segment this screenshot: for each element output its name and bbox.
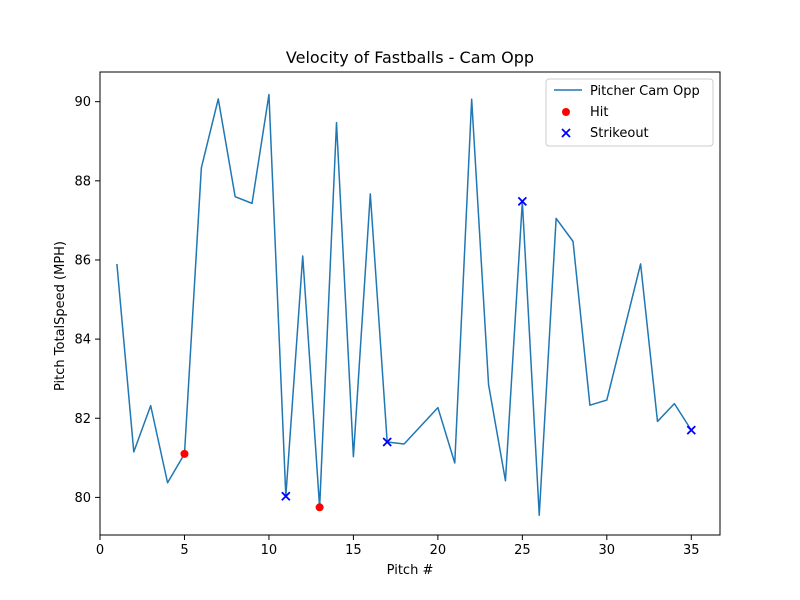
x-tick-label: 20 <box>430 543 447 558</box>
x-tick-label: 5 <box>180 543 188 558</box>
x-tick-label: 35 <box>683 543 700 558</box>
strikeout-point <box>686 425 696 435</box>
legend: Pitcher Cam Opp Hit Strikeout <box>545 78 714 147</box>
plot-area: 0 5 10 15 20 25 30 35 80 82 84 86 88 90 <box>74 71 721 558</box>
legend-label: Pitcher Cam Opp <box>590 84 700 99</box>
legend-entry: Hit <box>562 105 608 120</box>
x-tick-label: 25 <box>514 543 531 558</box>
legend-hit-swatch <box>562 108 570 116</box>
y-tick-label: 82 <box>74 412 91 427</box>
y-tick-label: 86 <box>74 253 91 268</box>
x-tick-label: 10 <box>261 543 278 558</box>
legend-entry: Strikeout <box>561 126 649 141</box>
x-tick-label: 0 <box>96 543 104 558</box>
hit-point <box>180 449 189 458</box>
x-tick-label: 15 <box>345 543 362 558</box>
strikeout-point <box>281 491 291 501</box>
y-tick-label: 80 <box>74 491 91 506</box>
legend-label: Strikeout <box>590 126 649 141</box>
chart-title: Velocity of Fastballs - Cam Opp <box>286 48 534 67</box>
strikeout-point <box>382 437 392 447</box>
y-tick-label: 90 <box>74 95 91 110</box>
x-axis-label: Pitch # <box>387 563 434 578</box>
y-axis-label: Pitch TotalSpeed (MPH) <box>53 241 68 391</box>
axes-frame <box>99 71 721 536</box>
legend-strikeout-swatch <box>561 128 571 138</box>
legend-label: Hit <box>590 105 608 120</box>
legend-entry: Pitcher Cam Opp <box>554 84 700 99</box>
series-line-pitcher <box>116 93 692 516</box>
y-tick-label: 88 <box>74 174 91 189</box>
y-tick-label: 84 <box>74 333 91 348</box>
strikeout-point <box>517 196 527 207</box>
legend-box <box>545 78 714 147</box>
hit-point <box>315 503 324 512</box>
x-tick-label: 30 <box>599 543 616 558</box>
